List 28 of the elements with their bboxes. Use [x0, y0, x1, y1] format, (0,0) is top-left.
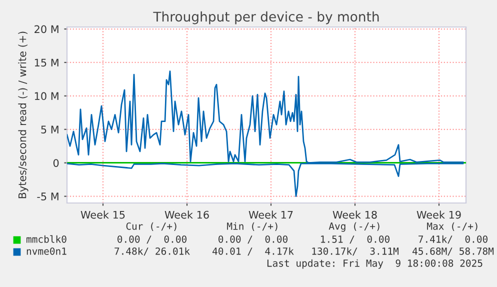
- text: 1.51 / 0.00: [321, 235, 390, 244]
- x-tick-label: Week 15: [80, 210, 125, 219]
- text: 0.00 / 0.00: [218, 235, 288, 244]
- text: 130.17k/ 3.11M: [312, 247, 398, 256]
- text: 0.00 / 0.00: [118, 235, 186, 244]
- text: 40.01 / 4.17k: [212, 247, 294, 256]
- x-tick-label: Week 18: [332, 210, 377, 219]
- y-tick-label: 5 M: [41, 126, 58, 134]
- text: 7.48k/ 26.01k: [114, 247, 190, 256]
- x-tick-label: Week 16: [164, 210, 209, 219]
- y-tick-label: 15 M: [34, 58, 58, 67]
- legend-label: mmcblk0: [26, 235, 66, 243]
- x-tick-label: Week 17: [248, 210, 293, 219]
- text: Last update: Fri May 9 18:00:08 2025: [267, 259, 482, 269]
- y-tick-label: -5 M: [37, 192, 58, 200]
- chart-title: Throughput per device - by month: [153, 11, 379, 24]
- text: Avg (-/+): [328, 222, 380, 232]
- y-tick-label: 20 M: [34, 25, 58, 34]
- text: 45.68M/ 58.78M: [412, 247, 494, 256]
- y-tick-label: 0: [53, 159, 59, 167]
- text: 7.41k/ 0.00: [418, 235, 488, 244]
- text: Min (-/+): [227, 222, 278, 231]
- y-axis-title: Bytes/second read (-) / write (+): [18, 32, 28, 198]
- text: Max (-/+): [427, 222, 478, 231]
- text: Cur (-/+): [126, 222, 176, 231]
- y-tick-label: 10 M: [34, 92, 58, 100]
- x-tick-label: Week 19: [416, 210, 461, 219]
- legend-label: nvme0n1: [26, 247, 66, 255]
